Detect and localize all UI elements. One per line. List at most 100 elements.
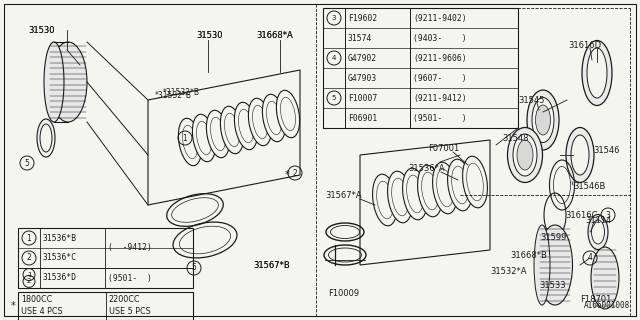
Text: 4: 4	[588, 253, 593, 262]
Text: 31530: 31530	[196, 30, 223, 39]
Ellipse shape	[532, 98, 554, 142]
Text: F18701: F18701	[580, 295, 611, 305]
Text: 31533: 31533	[539, 281, 566, 290]
Text: 1: 1	[27, 272, 31, 278]
Ellipse shape	[37, 119, 55, 157]
Text: 4: 4	[332, 55, 336, 61]
Text: 31114: 31114	[585, 215, 611, 225]
Ellipse shape	[276, 90, 300, 138]
Ellipse shape	[566, 127, 594, 182]
Text: USE 5 PCS: USE 5 PCS	[109, 307, 150, 316]
Text: 31530: 31530	[28, 26, 54, 35]
Ellipse shape	[417, 165, 442, 217]
Text: *31532*B: *31532*B	[155, 91, 192, 100]
Text: 1: 1	[27, 234, 31, 243]
Text: 1800CC: 1800CC	[21, 295, 52, 305]
Ellipse shape	[463, 156, 488, 208]
Text: 5: 5	[191, 263, 196, 273]
Ellipse shape	[587, 48, 607, 98]
Text: 31536*A: 31536*A	[408, 164, 445, 172]
Text: 31567*A: 31567*A	[325, 190, 362, 199]
Text: 31668*B: 31668*B	[510, 251, 547, 260]
Ellipse shape	[248, 98, 271, 146]
Text: 31668*A: 31668*A	[256, 30, 292, 39]
Text: 31545: 31545	[518, 95, 545, 105]
Ellipse shape	[582, 41, 612, 106]
Text: F07001: F07001	[428, 143, 460, 153]
Ellipse shape	[44, 42, 64, 122]
Text: *: *	[10, 301, 15, 311]
Text: 31546B: 31546B	[573, 181, 605, 190]
Text: 31530: 31530	[28, 26, 54, 35]
Ellipse shape	[538, 225, 573, 305]
Text: 5: 5	[332, 95, 336, 101]
Bar	[323, 8, 518, 128]
Text: (9501-    ): (9501- )	[413, 114, 467, 123]
Ellipse shape	[508, 127, 543, 182]
Text: (9211-9412): (9211-9412)	[413, 93, 467, 102]
Text: (9211-9402): (9211-9402)	[413, 13, 467, 22]
Ellipse shape	[206, 110, 230, 158]
Text: 2: 2	[292, 169, 298, 178]
Text: 31532*A: 31532*A	[490, 268, 527, 276]
Ellipse shape	[220, 106, 244, 154]
Text: 31546: 31546	[593, 146, 620, 155]
Ellipse shape	[588, 214, 608, 250]
Text: 31668*A: 31668*A	[256, 30, 292, 39]
Text: (9403-    ): (9403- )	[413, 34, 467, 43]
Ellipse shape	[40, 124, 52, 152]
Text: 31548: 31548	[502, 133, 529, 142]
Text: 31530: 31530	[196, 30, 223, 39]
Ellipse shape	[534, 225, 550, 305]
Bar	[18, 228, 193, 288]
Ellipse shape	[49, 42, 87, 122]
Ellipse shape	[262, 94, 285, 142]
Ellipse shape	[193, 114, 216, 162]
Text: 31574: 31574	[348, 34, 372, 43]
Ellipse shape	[571, 135, 589, 175]
Ellipse shape	[517, 140, 533, 170]
Ellipse shape	[179, 118, 202, 166]
Ellipse shape	[447, 159, 472, 211]
Ellipse shape	[433, 162, 458, 214]
Text: G47903: G47903	[348, 74, 377, 83]
Text: 3: 3	[605, 211, 611, 220]
Bar	[18, 292, 193, 320]
Text: USE 4 PCS: USE 4 PCS	[21, 307, 63, 316]
Text: 31567*B: 31567*B	[253, 260, 290, 269]
Ellipse shape	[403, 168, 428, 220]
Text: 31536*D: 31536*D	[43, 274, 77, 283]
Ellipse shape	[536, 105, 550, 135]
Text: F19602: F19602	[348, 13, 377, 22]
Text: 31536*B: 31536*B	[43, 234, 77, 243]
Text: A166001008: A166001008	[584, 301, 630, 310]
Ellipse shape	[591, 220, 605, 244]
Text: F06901: F06901	[348, 114, 377, 123]
Text: (9607-    ): (9607- )	[413, 74, 467, 83]
Ellipse shape	[513, 134, 537, 176]
Text: G47902: G47902	[348, 53, 377, 62]
Text: 1: 1	[182, 133, 188, 142]
Ellipse shape	[591, 247, 619, 309]
Text: 3: 3	[332, 15, 336, 21]
Text: *31532*B: *31532*B	[163, 87, 200, 97]
Text: (9501-  ): (9501- )	[108, 274, 152, 283]
Ellipse shape	[234, 102, 258, 150]
Ellipse shape	[527, 90, 559, 150]
Text: 31567*B: 31567*B	[253, 260, 290, 269]
Text: (  -9412): ( -9412)	[108, 243, 152, 252]
Text: (9211-9606): (9211-9606)	[413, 53, 467, 62]
Ellipse shape	[372, 174, 397, 226]
Text: 5: 5	[24, 158, 29, 167]
Text: 31536*C: 31536*C	[43, 253, 77, 262]
Text: *: *	[285, 170, 290, 180]
Text: 2: 2	[27, 253, 31, 262]
Text: 2200CC: 2200CC	[109, 295, 140, 305]
Text: 31616D: 31616D	[568, 41, 601, 50]
Text: 2: 2	[27, 278, 31, 284]
Text: F10007: F10007	[348, 93, 377, 102]
Text: 31616C: 31616C	[565, 211, 598, 220]
Ellipse shape	[388, 171, 412, 223]
Text: 31599: 31599	[540, 233, 566, 242]
Text: F10009: F10009	[328, 289, 359, 298]
